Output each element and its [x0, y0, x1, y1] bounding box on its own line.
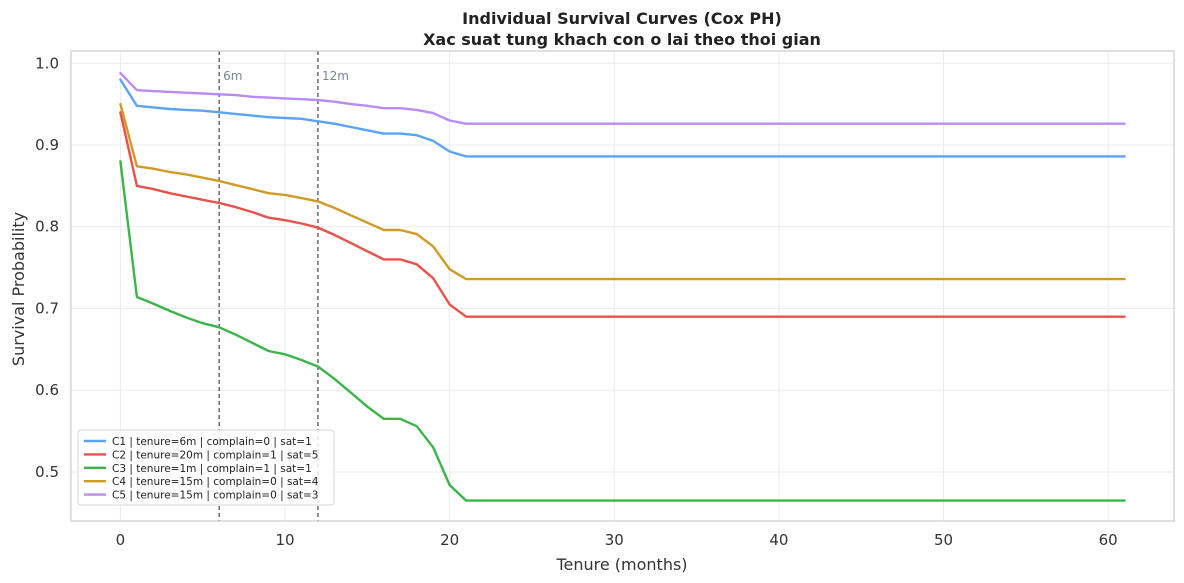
y-axis-ticks: 0.5 0.6 0.7 0.8 0.9 1.0	[35, 54, 59, 481]
x-tick-label: 0	[116, 531, 126, 549]
grid-lines	[71, 51, 1174, 521]
legend-label-c1: C1 | tenure=6m | complain=0 | sat=1	[112, 436, 312, 448]
legend: C1 | tenure=6m | complain=0 | sat=1C2 | …	[77, 429, 335, 506]
x-tick-label: 60	[1099, 531, 1118, 549]
x-tick-label: 20	[440, 531, 459, 549]
series-line-c4	[119, 102, 1126, 281]
chart-title: Individual Survival Curves (Cox PH)	[462, 9, 782, 28]
legend-box	[77, 429, 335, 506]
y-tick-label: 0.9	[35, 136, 59, 154]
x-tick-label: 50	[934, 531, 953, 549]
y-tick-label: 0.5	[35, 463, 59, 481]
series-line-c2	[119, 111, 1126, 318]
plot-frame	[70, 50, 1175, 522]
x-axis-label: Tenure (months)	[555, 555, 687, 574]
x-tick-label: 10	[275, 531, 294, 549]
y-tick-label: 0.8	[35, 218, 59, 236]
reference-line-label: 6m	[223, 69, 242, 83]
legend-label-c5: C5 | tenure=15m | complain=0 | sat=3	[112, 490, 318, 502]
y-tick-label: 0.7	[35, 299, 59, 317]
series-line-c1	[119, 78, 1126, 158]
series-lines	[119, 71, 1126, 502]
series-line-c5	[119, 71, 1126, 125]
series-line-c3	[119, 160, 1126, 502]
legend-label-c2: C2 | tenure=20m | complain=1 | sat=5	[112, 449, 318, 461]
y-tick-label: 1.0	[35, 54, 59, 72]
legend-label-c3: C3 | tenure=1m | complain=1 | sat=1	[112, 463, 312, 475]
y-tick-label: 0.6	[35, 381, 59, 399]
chart-subtitle: Xac suat tung khach con o lai theo thoi …	[423, 30, 821, 49]
legend-label-c4: C4 | tenure=15m | complain=0 | sat=4	[112, 476, 319, 488]
x-tick-label: 40	[769, 531, 788, 549]
reference-lines: 6m 12m	[218, 51, 349, 521]
x-axis-ticks: 0 10 20 30 40 50 60	[116, 531, 1118, 549]
x-tick-label: 30	[605, 531, 624, 549]
y-axis-label: Survival Probability	[9, 212, 28, 366]
reference-line-label: 12m	[322, 69, 349, 83]
